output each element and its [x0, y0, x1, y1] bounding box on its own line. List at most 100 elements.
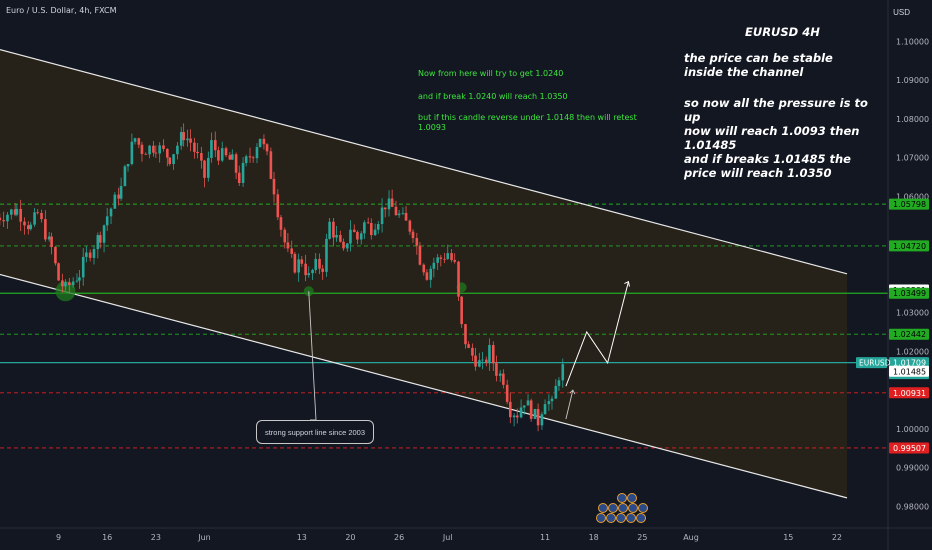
candle-body — [54, 247, 57, 264]
candle-body — [220, 148, 224, 161]
candle-body — [272, 178, 276, 195]
candle-body — [519, 407, 523, 418]
candle-body — [117, 194, 120, 199]
candle-body — [304, 263, 307, 276]
candle-body — [64, 282, 67, 287]
price-tag-0.99507 — [889, 442, 929, 454]
green-note-3: but if this candle reverse under 1.0148 … — [418, 113, 637, 132]
candle-body — [133, 138, 137, 142]
candle-body — [509, 401, 512, 418]
projection-path — [565, 281, 629, 387]
candle-body — [213, 140, 217, 151]
candle-body — [460, 296, 463, 325]
candle-body — [255, 147, 259, 159]
annotation-title: EURUSD 4H — [745, 25, 820, 39]
candle-body — [279, 217, 283, 230]
candle-body — [550, 398, 554, 402]
candle-body — [123, 166, 127, 187]
candle-body — [339, 234, 342, 242]
channel-lower-line — [0, 273, 848, 499]
symbol-title: Euro / U.S. Dollar, 4h, FXCM — [6, 6, 117, 15]
channel-upper-line — [0, 49, 848, 275]
candle-body — [540, 414, 544, 426]
candle-body — [0, 217, 2, 221]
candle-body — [366, 222, 370, 224]
candle-body — [522, 405, 526, 408]
candle-body — [172, 154, 175, 165]
candle-body — [397, 213, 401, 216]
candle-body — [457, 261, 460, 297]
candle-body — [418, 245, 422, 265]
candle-body — [297, 259, 300, 273]
white-note-4: and if breaks 1.01485 the price will rea… — [684, 152, 851, 180]
price-tag-label: 1.00931 — [893, 389, 926, 398]
candle-body — [321, 268, 324, 272]
candle-body — [50, 236, 53, 248]
candle-body — [109, 208, 113, 217]
candle-body — [113, 194, 117, 209]
candle-body — [498, 373, 502, 376]
y-tick-label: 1.07000 — [896, 154, 929, 163]
candle-body — [258, 138, 262, 148]
symbol-badge-label: EURUSD — [859, 359, 891, 368]
candle-body — [168, 157, 172, 165]
candle-body — [40, 213, 43, 220]
price-tag-label: 1.01485 — [893, 367, 926, 376]
white-note-2: so now all the pressure is to up — [684, 96, 868, 124]
candle-body — [196, 151, 199, 154]
candle-body — [47, 236, 51, 240]
candle-body — [13, 209, 17, 215]
candle-body — [464, 324, 467, 345]
candle-body — [286, 242, 290, 249]
candle-body — [85, 252, 88, 257]
candle-body — [561, 364, 565, 381]
x-tick-label: Jun — [197, 533, 211, 542]
candle-body — [152, 145, 155, 153]
support-pivot-marker — [55, 281, 76, 302]
price-tag-label: 1.02442 — [893, 330, 926, 339]
price-tag-1.01485 — [889, 365, 929, 377]
candle-body — [15, 208, 19, 215]
candle-body — [450, 253, 453, 261]
candle-body — [217, 150, 220, 161]
candle-body — [408, 220, 412, 232]
candle-body — [265, 144, 269, 152]
candle-body — [478, 360, 481, 367]
candle-body — [269, 151, 273, 179]
candle-body — [224, 148, 228, 156]
candle-body — [290, 248, 294, 254]
price-tag-label: 1.03499 — [893, 289, 926, 298]
x-tick-label: 22 — [832, 533, 842, 542]
candle-body — [210, 140, 213, 158]
candle-body — [126, 164, 130, 167]
y-tick-label: 1.10000 — [896, 37, 929, 46]
candle-body — [356, 231, 359, 240]
small-arrow — [565, 389, 574, 420]
candle-body — [495, 363, 498, 376]
candle-body — [325, 238, 328, 272]
candle-body — [162, 145, 165, 149]
x-tick-label: 9 — [56, 533, 61, 542]
x-tick-label: 25 — [637, 533, 647, 542]
green-note-2: and if break 1.0240 will reach 1.0350 — [418, 92, 568, 101]
price-tag-1.03499 — [889, 287, 929, 299]
small-arrowhead — [569, 389, 576, 395]
price-tag-label: 1.05798 — [893, 200, 926, 209]
price-tag-label: 1.01709 — [893, 359, 926, 368]
candle-body — [251, 157, 255, 159]
candle-body — [342, 241, 345, 249]
candle-body — [311, 269, 314, 274]
projection-arrowhead — [624, 280, 630, 287]
currency-label: USD — [893, 8, 910, 17]
candle-body — [481, 359, 484, 361]
candle-body — [231, 154, 234, 160]
candle-body — [228, 155, 232, 160]
candle-body — [307, 273, 311, 276]
x-tick-label: 13 — [297, 533, 307, 542]
price-tag-label: 1.04720 — [893, 242, 926, 251]
candle-body — [404, 212, 408, 221]
candle-body — [383, 207, 387, 210]
candle-body — [57, 263, 60, 281]
candle-body — [390, 198, 394, 207]
